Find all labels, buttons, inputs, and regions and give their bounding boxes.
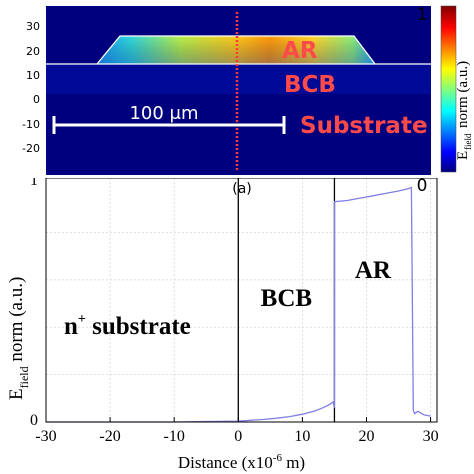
map-y-tick-label: 20 <box>26 45 40 58</box>
region-label-substrate-tail: substrate <box>86 313 191 340</box>
y-axis-label-e: E <box>6 388 27 400</box>
colorbar-label-sub: field <box>463 133 473 150</box>
region-label-substrate-main: n <box>64 313 78 340</box>
field-map-panel: 100 μm AR BCB Substrate 30 20 10 0 -10 -… <box>22 5 473 197</box>
x-axis-label: Distance (x10-6 m) <box>178 452 305 472</box>
y-axis-label-sub: field <box>17 366 31 388</box>
colorbar-max-label: 1 <box>417 5 428 25</box>
series-line <box>46 186 431 423</box>
line-chart: -30 -20 -10 0 10 20 30 01 n+ substrate BCB AR … <box>6 178 439 472</box>
x-axis-label-exp: -6 <box>273 452 283 464</box>
region-label-ar: AR <box>355 257 392 284</box>
map-y-tick-label: 0 <box>33 93 40 106</box>
bcb-label: BCB <box>284 72 336 98</box>
map-y-tick-label: -10 <box>22 118 40 131</box>
panel-caption: (a) <box>232 181 252 197</box>
bcb-layer <box>46 64 431 94</box>
x-tick-label: 20 <box>358 428 374 445</box>
map-y-tick-label: -20 <box>22 142 40 155</box>
region-label-substrate: n+ substrate <box>64 312 191 340</box>
x-tick-label: -20 <box>99 428 120 445</box>
x-axis-label-main: Distance (x10 <box>178 453 273 472</box>
y-tick-label: 0 <box>30 412 38 429</box>
x-tick-label: -30 <box>35 428 56 445</box>
y-axis-label: Efield norm (a.u.) <box>6 277 31 400</box>
colorbar <box>440 5 457 173</box>
scale-bar-label: 100 μm <box>129 103 198 124</box>
chart-grid <box>45 178 437 422</box>
plot-frame <box>45 178 438 423</box>
map-y-axis: 30 20 10 0 -10 -20 <box>22 20 40 155</box>
x-tick-label: -10 <box>164 428 185 445</box>
substrate-label: Substrate <box>300 113 428 139</box>
y-axis-label-tail: norm (a.u.) <box>6 277 27 367</box>
x-axis: -30 -20 -10 0 10 20 30 <box>35 417 439 445</box>
region-label-bcb: BCB <box>261 285 312 312</box>
region-label-substrate-sup: + <box>78 312 86 327</box>
x-axis-label-tail: m) <box>282 453 305 472</box>
colorbar-label-e: E <box>455 151 471 160</box>
colorbar-min-label: 0 <box>417 176 428 196</box>
x-tick-label: 0 <box>234 428 242 445</box>
y-tick-label: 1 <box>30 178 38 189</box>
map-y-tick-label: 10 <box>26 69 40 82</box>
colorbar-label-main: norm (a.u.) <box>455 61 471 128</box>
map-y-tick-label: 30 <box>26 20 40 33</box>
ar-label: AR <box>282 38 318 64</box>
y-axis: 01 <box>30 178 38 429</box>
x-tick-label: 10 <box>294 428 310 445</box>
x-tick-label: 30 <box>423 428 439 445</box>
